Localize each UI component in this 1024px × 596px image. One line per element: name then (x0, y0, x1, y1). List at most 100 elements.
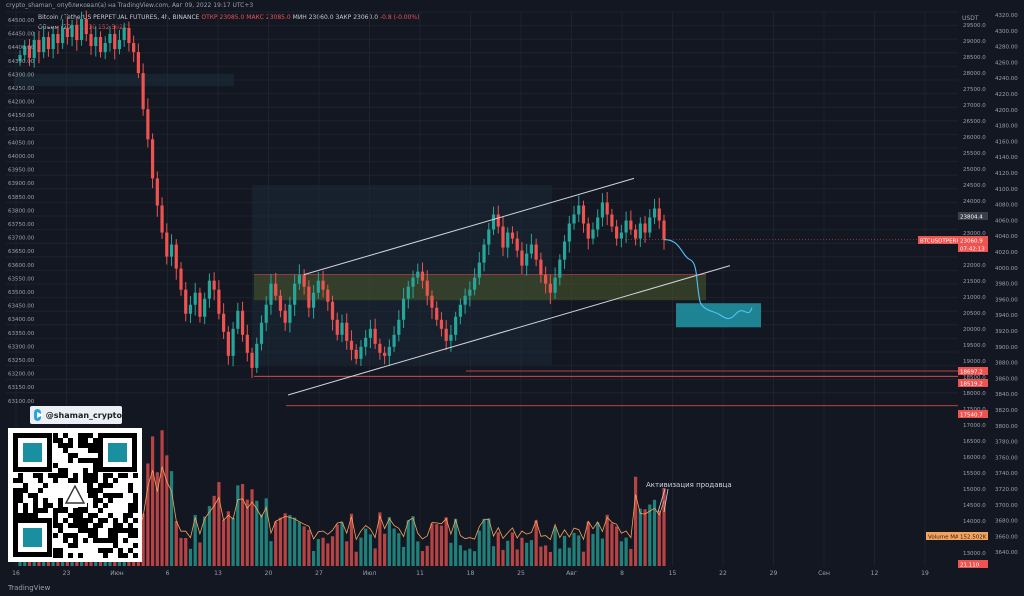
telegram-icon (34, 409, 43, 421)
candle (364, 337, 368, 347)
volume-bar (345, 541, 349, 566)
right-axis-outer-tick: 4120.00 (995, 171, 1018, 177)
candle (193, 292, 197, 305)
qr-module (98, 488, 103, 493)
candle (548, 283, 552, 293)
candle (615, 226, 619, 239)
right-axis-tick: 20500.0 (963, 311, 986, 317)
volume-bar (198, 542, 202, 566)
qr-module (63, 473, 68, 478)
volume-bar (472, 551, 477, 566)
volume-bar (364, 528, 368, 566)
candle (236, 310, 240, 329)
left-axis-tick: 64500.00 (8, 18, 35, 24)
right-axis-tick: 18500.0 (963, 375, 986, 381)
candle (264, 304, 268, 323)
right-axis-outer-tick: 3680.00 (995, 519, 1018, 525)
volume-bar (600, 538, 605, 566)
qr-module (83, 468, 88, 473)
qr-code-image (13, 433, 138, 558)
qr-module (93, 523, 98, 528)
volume-bar (293, 517, 297, 566)
qr-module (93, 438, 98, 443)
candle (397, 319, 401, 335)
candle (596, 217, 600, 230)
x-axis-tick: 12 (871, 570, 879, 577)
qr-module (103, 548, 108, 553)
candle (293, 283, 297, 305)
qr-module (108, 548, 113, 553)
right-axis-tick: 25000.0 (963, 167, 986, 173)
volume-bar (572, 532, 576, 566)
left-axis-tick: 63300.00 (8, 344, 35, 350)
price-tag-label: 18697.2 (960, 370, 983, 376)
candle (553, 277, 557, 293)
qr-module (88, 493, 93, 498)
candle (430, 295, 434, 308)
price-tag (958, 410, 988, 418)
symbol-name[interactable]: Bitcoin / TetherUS PERPETUAL FUTURES, 4h… (38, 14, 200, 21)
volume-bar (463, 550, 467, 566)
qr-module (83, 473, 88, 478)
candle (491, 214, 496, 230)
volume-label[interactable]: Объем (20) (38, 24, 74, 31)
left-axis-tick: 63450.00 (8, 304, 35, 310)
candle (150, 139, 155, 179)
right-axis-tick: 14500.0 (963, 503, 986, 509)
qr-module (133, 543, 138, 548)
candle (577, 205, 581, 215)
left-axis-tick: 63150.00 (8, 385, 35, 391)
qr-module (83, 438, 88, 443)
candle (624, 220, 628, 233)
qr-module (78, 523, 83, 528)
qr-module (63, 443, 68, 448)
left-axis-tick: 63100.00 (8, 399, 35, 405)
qr-module (103, 538, 108, 543)
right-axis-tick: 17000.0 (963, 423, 986, 429)
volume-bar (193, 514, 197, 566)
qr-module (83, 508, 88, 513)
right-axis-tick: 23000.0 (963, 231, 986, 237)
candle (482, 244, 486, 263)
right-axis-outer-tick: 3740.00 (995, 471, 1018, 477)
right-axis-tick: 24500.0 (963, 183, 986, 189)
qr-module (88, 513, 93, 518)
candle (501, 226, 505, 248)
volume-bar (184, 537, 188, 566)
qr-finder (23, 528, 42, 547)
candle (203, 298, 207, 317)
candle (534, 244, 538, 260)
volume-bar (562, 535, 567, 566)
qr-module (68, 453, 73, 458)
qr-module (58, 528, 63, 533)
qr-module (53, 438, 58, 443)
right-axis-outer-tick: 4200.00 (995, 108, 1018, 114)
volume-bar (411, 516, 415, 566)
qr-module (93, 468, 98, 473)
chart-header: crypto_shaman_ опубликовал(а) на Trading… (6, 2, 254, 9)
candle (638, 223, 642, 239)
right-axis-tick: 28500.0 (963, 55, 986, 61)
volume-bar (150, 436, 155, 566)
volume-bar (326, 543, 330, 566)
qr-module (83, 443, 88, 448)
qr-module (63, 518, 68, 523)
volume-bar (449, 542, 453, 566)
qr-module (18, 478, 23, 483)
qr-module (13, 498, 18, 503)
left-axis-tick: 63500.00 (8, 290, 35, 296)
tradingview-logo[interactable]: TradingView (8, 584, 51, 592)
volume-bar (283, 513, 287, 566)
candle (340, 322, 344, 335)
telegram-handle: @shaman_crypto (45, 410, 122, 420)
qr-module (78, 518, 83, 523)
volume-bar (349, 513, 354, 566)
candle (122, 28, 126, 41)
qr-module (78, 458, 83, 463)
qr-module (88, 518, 93, 523)
qr-module (33, 493, 38, 498)
price-tag (958, 532, 988, 540)
qr-module (103, 493, 108, 498)
candle (146, 109, 150, 140)
